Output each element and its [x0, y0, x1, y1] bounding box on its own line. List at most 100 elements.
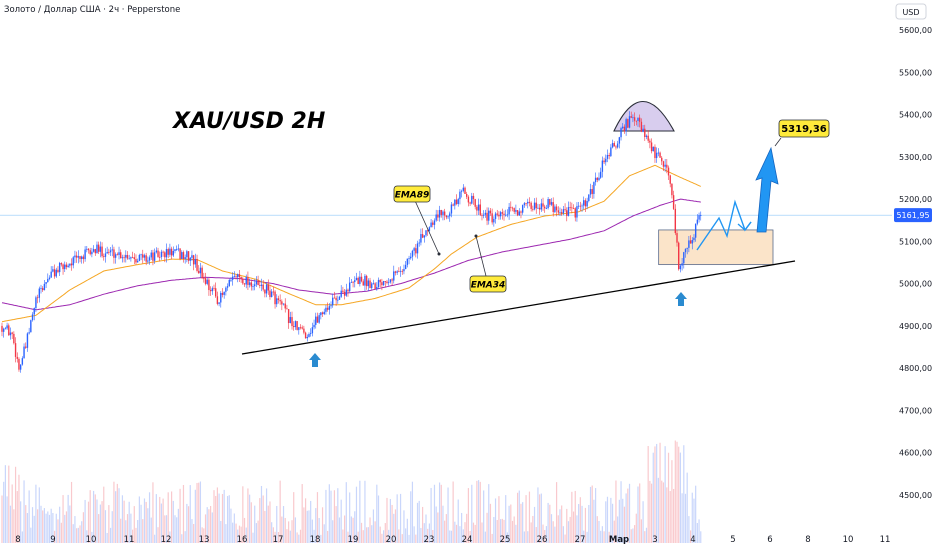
candle[interactable] — [13, 333, 15, 344]
candle[interactable] — [472, 195, 475, 200]
candle[interactable] — [35, 297, 37, 309]
candle[interactable] — [537, 207, 539, 209]
candle[interactable] — [104, 253, 107, 257]
candle[interactable] — [457, 199, 459, 204]
candle[interactable] — [449, 213, 451, 217]
candle[interactable] — [352, 281, 354, 283]
candle[interactable] — [603, 160, 605, 163]
candle[interactable] — [679, 265, 682, 270]
candle[interactable] — [415, 248, 417, 254]
candle[interactable] — [605, 158, 607, 163]
candle[interactable] — [94, 249, 96, 254]
candle[interactable] — [447, 216, 449, 218]
candle[interactable] — [286, 308, 288, 310]
candle[interactable] — [515, 210, 517, 212]
candle[interactable] — [96, 244, 98, 254]
candle[interactable] — [293, 326, 295, 328]
candle[interactable] — [613, 143, 615, 147]
ema89-label[interactable]: EMA89 — [395, 191, 430, 201]
candle[interactable] — [466, 193, 468, 197]
candle[interactable] — [571, 207, 573, 209]
candle[interactable] — [581, 205, 583, 207]
candle[interactable] — [555, 206, 558, 211]
candle[interactable] — [19, 364, 22, 370]
candle[interactable] — [116, 254, 119, 256]
candle[interactable] — [348, 282, 351, 292]
candle[interactable] — [248, 282, 251, 285]
candle[interactable] — [579, 205, 582, 207]
candle[interactable] — [340, 290, 342, 297]
candle[interactable] — [21, 358, 24, 365]
candle[interactable] — [364, 275, 366, 286]
candle[interactable] — [459, 191, 461, 200]
candle[interactable] — [136, 260, 139, 263]
candle[interactable] — [608, 155, 610, 157]
candle[interactable] — [625, 119, 627, 132]
candle[interactable] — [586, 201, 588, 207]
candle[interactable] — [620, 128, 622, 138]
candle[interactable] — [315, 316, 317, 325]
current-price-tag[interactable] — [894, 208, 932, 223]
candle[interactable] — [645, 135, 648, 137]
candle[interactable] — [128, 258, 130, 260]
candle[interactable] — [233, 276, 236, 278]
candle[interactable] — [235, 276, 237, 278]
candle[interactable] — [69, 263, 71, 266]
candle[interactable] — [365, 275, 368, 287]
candle[interactable] — [152, 252, 154, 261]
candle[interactable] — [632, 117, 634, 119]
candle[interactable] — [532, 208, 534, 210]
candle[interactable] — [615, 146, 617, 148]
candle[interactable] — [259, 285, 261, 286]
candle[interactable] — [664, 164, 666, 167]
candle[interactable] — [321, 312, 324, 315]
candle[interactable] — [108, 252, 110, 253]
candle[interactable] — [533, 202, 536, 210]
candle[interactable] — [65, 264, 68, 268]
candle[interactable] — [14, 343, 17, 357]
candle[interactable] — [296, 321, 298, 330]
candle[interactable] — [606, 155, 609, 159]
candle[interactable] — [521, 205, 524, 213]
ema34-label[interactable]: EMA34 — [471, 281, 506, 291]
candle[interactable] — [67, 265, 69, 268]
candle[interactable] — [381, 282, 383, 286]
candle[interactable] — [547, 198, 549, 209]
candle[interactable] — [157, 250, 159, 257]
candle[interactable] — [469, 202, 471, 204]
candle[interactable] — [445, 215, 448, 218]
candle[interactable] — [320, 312, 322, 316]
candle[interactable] — [499, 212, 502, 217]
candle[interactable] — [437, 214, 439, 218]
candle[interactable] — [350, 281, 353, 283]
candle[interactable] — [189, 257, 191, 261]
candle[interactable] — [82, 256, 85, 260]
candle[interactable] — [650, 142, 653, 152]
candle[interactable] — [557, 210, 559, 213]
candle[interactable] — [86, 248, 88, 250]
candle[interactable] — [518, 211, 520, 216]
target-label[interactable]: 5319,36 — [781, 124, 827, 135]
candle[interactable] — [247, 276, 249, 285]
target-label-box[interactable] — [778, 119, 830, 138]
candle[interactable] — [426, 230, 429, 232]
candle[interactable] — [245, 276, 247, 285]
candle[interactable] — [669, 175, 671, 184]
candle[interactable] — [442, 211, 444, 215]
candle[interactable] — [79, 256, 81, 259]
candle[interactable] — [450, 204, 453, 214]
candle[interactable] — [2, 328, 5, 332]
candle[interactable] — [486, 212, 488, 221]
candle[interactable] — [52, 269, 54, 272]
candle[interactable] — [179, 248, 181, 260]
currency-badge-box[interactable] — [895, 3, 927, 20]
candle[interactable] — [510, 206, 512, 208]
candle[interactable] — [589, 189, 592, 195]
candle[interactable] — [416, 243, 419, 254]
candle[interactable] — [1, 325, 3, 332]
candle[interactable] — [101, 246, 103, 257]
candle[interactable] — [148, 257, 151, 261]
candle[interactable] — [506, 214, 509, 216]
candle[interactable] — [338, 296, 341, 300]
candle[interactable] — [638, 117, 641, 122]
